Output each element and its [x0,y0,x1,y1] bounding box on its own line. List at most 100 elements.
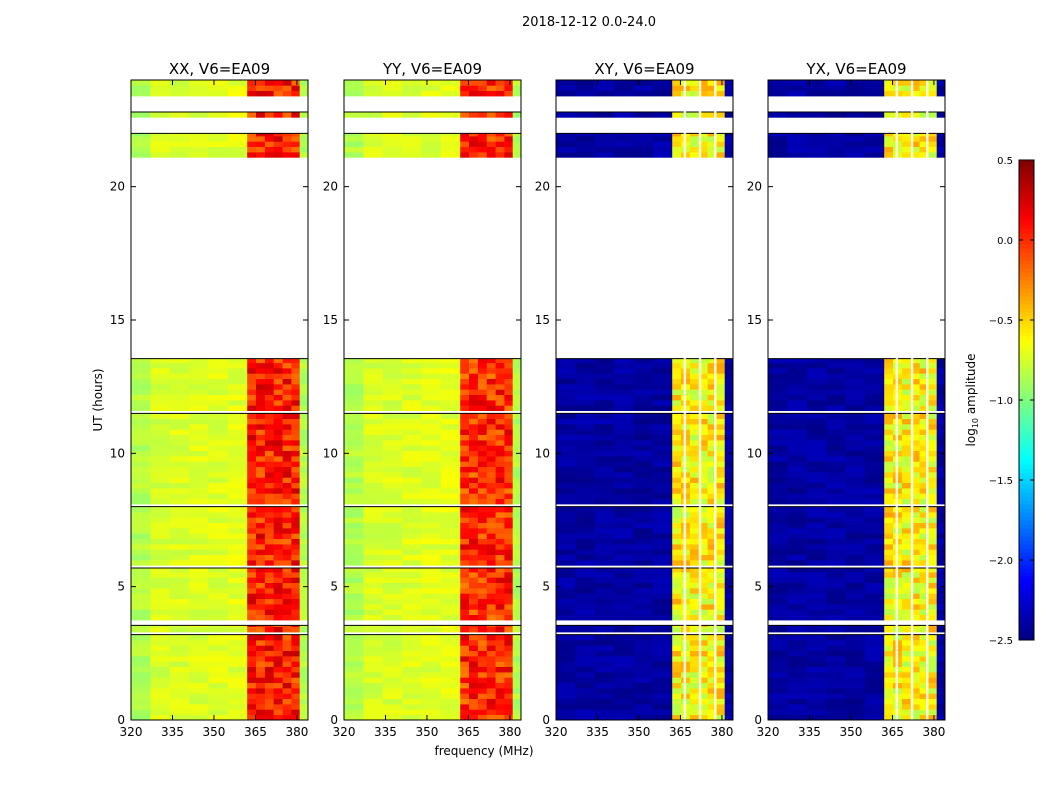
heatmap-cell [936,538,946,545]
heatmap-cell [787,533,808,539]
heatmap-cell [363,368,384,374]
heatmap-cell [150,466,171,473]
heatmap-cell [402,568,422,573]
heatmap-cell [652,640,673,646]
heatmap-cell [282,440,292,446]
heatmap-cell [901,588,912,594]
heatmap-cell [504,440,514,446]
heatmap-cell [716,704,726,710]
heatmap-cell [884,645,894,651]
heatmap-cell [556,522,576,529]
heatmap-cell [724,85,734,91]
heatmap-cell [282,522,292,529]
heatmap-cell [247,493,257,499]
heatmap-cell [486,533,496,539]
heatmap-cell [363,418,384,425]
heatmap-cell [273,378,283,385]
heatmap-cell [768,640,788,646]
heatmap-cell [469,424,479,430]
heatmap-cell [363,456,384,462]
heatmap-cell [826,400,846,406]
heatmap-cell [928,582,938,589]
colorbar-segment [1019,592,1034,597]
heatmap-cell [131,434,151,441]
heatmap-cell [291,640,301,646]
heatmap-cell [652,533,673,539]
heatmap-cell [421,405,442,411]
heatmap-cell [698,682,708,689]
heatmap-cell [247,549,257,555]
heatmap-cell [273,568,283,573]
heatmap-cell [256,650,266,657]
heatmap-cell [768,666,788,673]
heatmap-cell [928,389,938,395]
heatmap-cell [150,389,171,395]
heatmap-cell [421,677,442,683]
heatmap-cell [614,582,634,589]
heatmap-cell [469,538,479,545]
heatmap-cell [460,146,470,153]
heatmap-cell [826,394,846,401]
heatmap-cell [512,549,522,555]
colorbar-segment [1019,508,1034,513]
heatmap-cell [256,133,266,137]
heatmap-cell [652,598,673,605]
heatmap-cell [864,677,885,683]
heatmap-cell [884,384,894,390]
heatmap-cell [689,568,700,573]
heatmap-cell [208,133,229,137]
heatmap-cell [486,440,496,446]
heatmap-cell [273,512,283,518]
heatmap-cell [363,146,384,153]
heatmap-cell [247,625,257,627]
heatmap-cell [672,656,682,662]
heatmap-cell [707,572,717,578]
heatmap-cell [652,394,673,401]
heatmap-cell [689,477,700,483]
heatmap-cell [594,522,615,529]
heatmap-cell [936,461,946,467]
heatmap-cell [575,112,596,118]
heatmap-cell [291,394,301,401]
heatmap-cell [208,517,229,523]
heatmap-cell [344,461,364,467]
heatmap-cell [689,90,700,97]
heatmap-cell [264,626,275,633]
heatmap-cell [169,549,190,555]
heatmap-cell [594,477,615,483]
heatmap-cell [689,418,700,425]
heatmap-cell [402,704,422,710]
heatmap-cell [826,461,846,467]
heatmap-cell [556,384,576,390]
heatmap-cell [247,368,257,374]
heatmap-cell [698,362,708,369]
heatmap-cell [264,85,275,91]
heatmap-cell [282,456,292,462]
heatmap-cell [208,656,229,662]
heatmap-cell [504,650,514,657]
heatmap-cell [556,598,576,605]
heatmap-cell [227,405,248,411]
heatmap-cell [724,714,734,721]
heatmap-cell [363,90,384,97]
heatmap-cell [575,434,596,441]
heatmap-cell [936,549,946,555]
heatmap-cell [495,413,505,419]
heatmap-cell [208,640,229,646]
heatmap-cell [884,368,894,374]
heatmap-cell [344,413,364,419]
heatmap-cell [919,609,929,615]
heatmap-cell [614,434,634,441]
heatmap-cell [928,568,938,573]
heatmap-cell [477,645,488,651]
heatmap-cell [806,645,827,651]
heatmap-cell [150,693,171,699]
colorbar-segment [1019,464,1034,469]
heatmap-cell [299,634,309,641]
heatmap-cell [806,522,827,529]
heatmap-cell [440,533,461,539]
heatmap-cell [689,709,700,715]
heatmap-cell [652,400,673,406]
heatmap-cell [806,482,827,489]
heatmap-cell [698,368,708,374]
